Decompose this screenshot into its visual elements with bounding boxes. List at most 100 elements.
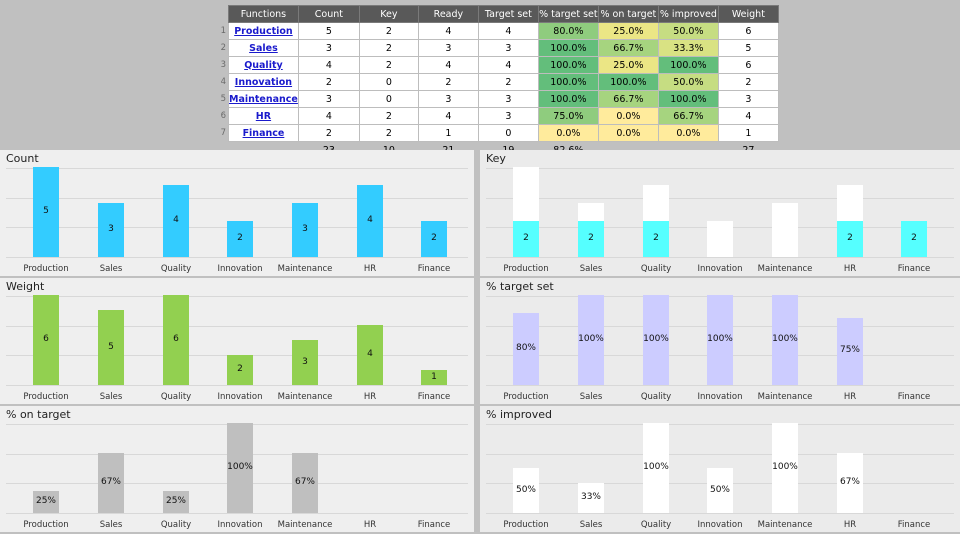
data-label: 33% bbox=[580, 492, 601, 503]
bar bbox=[772, 423, 798, 513]
count-cell: 2 bbox=[297, 124, 360, 142]
function-link[interactable]: Production bbox=[234, 25, 293, 37]
category-label: Maintenance bbox=[757, 392, 813, 402]
row-number: 3 bbox=[213, 56, 229, 74]
function-link[interactable]: HR bbox=[255, 110, 272, 122]
key-cell: 2 bbox=[358, 39, 419, 57]
function-link[interactable]: Finance bbox=[242, 127, 285, 139]
header-key: Key bbox=[358, 5, 419, 23]
bar-remainder bbox=[513, 167, 539, 221]
ready-cell: 1 bbox=[417, 124, 479, 142]
ready-cell: 3 bbox=[417, 90, 479, 108]
category-label: HR bbox=[843, 520, 857, 530]
key-cell: 2 bbox=[358, 124, 419, 142]
gridline bbox=[486, 385, 954, 386]
category-label: Sales bbox=[579, 520, 603, 530]
data-label: 2 bbox=[237, 364, 243, 374]
header-count: Count bbox=[297, 5, 360, 23]
target-set-cell: 3 bbox=[477, 107, 539, 125]
chart-title: % target set bbox=[486, 280, 554, 293]
table-row: 4 Innovation 2 0 2 2 100.0% 100.0% 50.0% 2 bbox=[213, 73, 779, 91]
spreadsheet-area: Functions Count Key Ready Target set % t… bbox=[0, 0, 960, 158]
data-label: 100% bbox=[643, 334, 669, 344]
gridline bbox=[6, 296, 468, 297]
functions-table: Functions Count Key Ready Target set % t… bbox=[213, 5, 779, 158]
weight-cell: 4 bbox=[717, 107, 779, 125]
pct-improved-cell: 0.0% bbox=[657, 124, 719, 142]
pct-improved-cell: 33.3% bbox=[657, 39, 719, 57]
category-label: HR bbox=[843, 392, 857, 402]
data-label: 6 bbox=[173, 334, 179, 344]
bar bbox=[227, 423, 253, 513]
chart-title: Weight bbox=[6, 280, 45, 293]
key-cell: 2 bbox=[358, 22, 419, 40]
category-label: Finance bbox=[897, 392, 931, 402]
bar bbox=[837, 221, 863, 257]
header-pct-improved: % improved bbox=[657, 5, 719, 23]
bar bbox=[707, 468, 733, 513]
bar bbox=[98, 310, 124, 385]
row-number: 5 bbox=[213, 90, 229, 108]
data-label: 3 bbox=[302, 356, 308, 367]
header-weight: Weight bbox=[717, 5, 779, 23]
weight-cell: 5 bbox=[717, 39, 779, 57]
category-label: Innovation bbox=[697, 520, 743, 530]
bar bbox=[33, 167, 59, 257]
data-label: 2 bbox=[653, 233, 659, 243]
gridline bbox=[6, 198, 468, 199]
category-label: Sales bbox=[99, 520, 123, 530]
gridline bbox=[6, 513, 468, 514]
data-label: 25% bbox=[35, 495, 56, 506]
function-cell: Maintenance bbox=[228, 90, 299, 108]
function-link[interactable]: Quality bbox=[244, 59, 283, 71]
data-label: 3 bbox=[108, 224, 114, 234]
key-cell: 0 bbox=[358, 90, 419, 108]
data-label: 67% bbox=[100, 476, 121, 487]
category-label: Quality bbox=[640, 392, 672, 402]
bar bbox=[163, 295, 189, 385]
chart-title: % on target bbox=[6, 408, 71, 421]
category-label: Finance bbox=[897, 264, 931, 274]
bar bbox=[292, 452, 318, 513]
function-link[interactable]: Sales bbox=[249, 42, 278, 54]
category-label: Production bbox=[503, 392, 549, 402]
weight-cell: 6 bbox=[717, 22, 779, 40]
header-functions: Functions bbox=[228, 5, 299, 23]
function-link[interactable]: Innovation bbox=[234, 76, 293, 88]
gridline bbox=[486, 257, 954, 258]
data-label: 2 bbox=[588, 233, 594, 243]
bar bbox=[163, 185, 189, 257]
gridline bbox=[486, 513, 954, 514]
data-label: 6 bbox=[43, 334, 49, 344]
gridline bbox=[486, 168, 954, 169]
data-label: 3 bbox=[302, 224, 308, 234]
function-cell: Production bbox=[228, 22, 299, 40]
category-label: Quality bbox=[160, 264, 192, 274]
weight-cell: 2 bbox=[717, 73, 779, 91]
function-link[interactable]: Maintenance bbox=[229, 93, 298, 105]
bar bbox=[98, 203, 124, 257]
row-number: 6 bbox=[213, 107, 229, 125]
header-pct-on-target: % on target bbox=[597, 5, 659, 23]
gridline bbox=[486, 424, 954, 425]
data-label: 75% bbox=[839, 345, 860, 356]
category-label: Production bbox=[23, 520, 69, 530]
category-label: Finance bbox=[897, 520, 931, 530]
category-label: Finance bbox=[417, 392, 451, 402]
count-cell: 4 bbox=[297, 107, 360, 125]
header-ready: Ready bbox=[417, 5, 479, 23]
data-label: 100% bbox=[578, 334, 604, 344]
category-label: Quality bbox=[160, 520, 192, 530]
category-label: HR bbox=[363, 392, 377, 402]
chart-title: Count bbox=[6, 152, 39, 165]
weight-cell: 6 bbox=[717, 56, 779, 74]
target-set-cell: 3 bbox=[477, 90, 539, 108]
key-cell: 0 bbox=[358, 73, 419, 91]
table-row: 3 Quality 4 2 4 4 100.0% 25.0% 100.0% 6 bbox=[213, 56, 779, 74]
pct-on-target-cell: 25.0% bbox=[597, 56, 659, 74]
data-label: 4 bbox=[367, 215, 373, 225]
row-number-header bbox=[213, 5, 229, 23]
pct-target-set-cell: 80.0% bbox=[537, 22, 599, 40]
category-label: Finance bbox=[417, 264, 451, 274]
count-cell: 5 bbox=[297, 22, 360, 40]
